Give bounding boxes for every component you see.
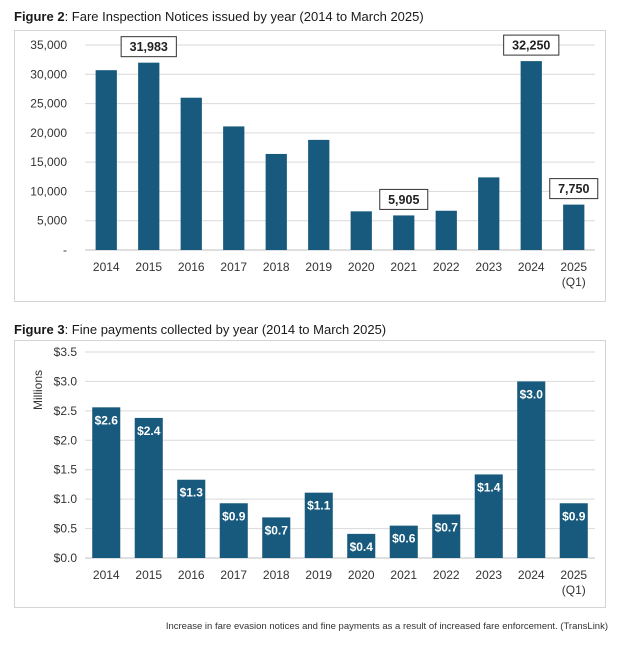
bar-2024 bbox=[520, 61, 542, 250]
callout-box bbox=[503, 34, 560, 56]
callout-box bbox=[379, 188, 429, 210]
bar-2021 bbox=[389, 525, 418, 558]
y-tick-label: 15,000 bbox=[30, 155, 67, 169]
bar-2020 bbox=[347, 533, 376, 558]
x-tick-label: 2021 bbox=[390, 260, 417, 274]
x-tick-label: 2019 bbox=[305, 568, 332, 582]
figure-2-title-text: : Fare Inspection Notices issued by year… bbox=[64, 9, 424, 24]
data-label: $0.6 bbox=[392, 532, 416, 546]
x-tick-label: 2023 bbox=[475, 568, 502, 582]
bar-2018 bbox=[262, 517, 291, 558]
bar-2025-q1- bbox=[563, 204, 585, 250]
data-label: $0.7 bbox=[435, 520, 459, 534]
figure-2-panel: - 5,000 10,000 15,000 20,000 25,000 30,000 35,0… bbox=[14, 30, 606, 302]
y-tick-label: $2.0 bbox=[54, 433, 78, 447]
x-tick-label: 2020 bbox=[348, 260, 375, 274]
bar-2016 bbox=[177, 479, 206, 558]
x-tick-label: 2018 bbox=[263, 260, 290, 274]
y-tick-label: 25,000 bbox=[30, 97, 67, 111]
caption: Increase in fare evasion notices and fin… bbox=[165, 621, 608, 632]
bar-2025-q1- bbox=[559, 503, 588, 558]
x-tick-label: 2024 bbox=[518, 568, 545, 582]
bar-2022 bbox=[432, 514, 461, 558]
x-tick-label: 2019 bbox=[305, 260, 332, 274]
y-axis-label: Millions bbox=[31, 370, 45, 410]
bar-2014 bbox=[92, 407, 121, 558]
bar-2023 bbox=[478, 177, 500, 250]
x-tick-label: 2025 bbox=[560, 260, 587, 274]
bar-2022 bbox=[435, 210, 457, 250]
data-label: $0.9 bbox=[562, 509, 586, 523]
data-label: $3.0 bbox=[520, 387, 544, 401]
x-tick-label: 2022 bbox=[433, 568, 460, 582]
x-tick-label: 2023 bbox=[475, 260, 502, 274]
y-tick-label: $2.5 bbox=[54, 404, 78, 418]
x-tick-label: 2021 bbox=[390, 568, 417, 582]
data-label: $0.7 bbox=[265, 523, 289, 537]
x-tick-label: 2022 bbox=[433, 260, 460, 274]
data-label: $2.6 bbox=[95, 413, 119, 427]
figure-3-title: Figure 3: Fine payments collected by yea… bbox=[14, 322, 386, 337]
y-tick-label: $1.0 bbox=[54, 492, 78, 506]
x-tick-label: 2016 bbox=[178, 568, 205, 582]
callout-label: 32,250 bbox=[512, 39, 550, 53]
y-tick-label: $3.0 bbox=[54, 374, 78, 388]
y-tick-label: $0.0 bbox=[54, 551, 78, 565]
x-tick-label: (Q1) bbox=[562, 275, 586, 289]
bar-2024 bbox=[517, 381, 546, 558]
bar-2023 bbox=[474, 474, 503, 558]
data-label: $0.9 bbox=[222, 509, 246, 523]
bar-2015 bbox=[134, 417, 163, 558]
data-label: $1.3 bbox=[180, 486, 204, 500]
figure-3-label: Figure 3 bbox=[14, 322, 65, 337]
data-label: $1.4 bbox=[477, 480, 501, 494]
fare-notices-chart: - 5,000 10,000 15,000 20,000 25,000 30,000 35,0… bbox=[30, 34, 599, 289]
bar-2019 bbox=[304, 492, 333, 558]
bar-2016 bbox=[180, 97, 202, 250]
figure-2-title: Figure 2: Fare Inspection Notices issued… bbox=[14, 9, 424, 24]
x-tick-label: 2015 bbox=[135, 568, 162, 582]
y-tick-label: 30,000 bbox=[30, 67, 67, 81]
callout-label: 7,750 bbox=[558, 182, 589, 196]
x-tick-label: 2015 bbox=[135, 260, 162, 274]
figure-3-panel: $0.0 $0.5 $1.0 $1.5 $2.0 $2.5 $3.0 $3.5 2014 $2.6… bbox=[14, 340, 606, 608]
x-tick-label: 2020 bbox=[348, 568, 375, 582]
x-tick-label: 2014 bbox=[93, 568, 120, 582]
x-tick-label: 2014 bbox=[93, 260, 120, 274]
y-tick-label: 35,000 bbox=[30, 38, 67, 52]
bar-2017 bbox=[223, 126, 245, 250]
bar-2021 bbox=[393, 215, 415, 250]
y-tick-label: 10,000 bbox=[30, 184, 67, 198]
data-label: $0.4 bbox=[350, 540, 374, 554]
y-tick-label: 20,000 bbox=[30, 126, 67, 140]
callout-box bbox=[120, 36, 177, 58]
callout-label: 5,905 bbox=[388, 193, 419, 207]
x-tick-label: 2017 bbox=[220, 260, 247, 274]
callout-box bbox=[549, 178, 599, 200]
callout-label: 31,983 bbox=[130, 40, 168, 54]
figure-2-label: Figure 2 bbox=[14, 9, 65, 24]
y-tick-label: - bbox=[63, 243, 67, 257]
bar-2014 bbox=[95, 70, 117, 250]
data-label: $2.4 bbox=[137, 424, 161, 438]
x-tick-label: 2016 bbox=[178, 260, 205, 274]
bar-2017 bbox=[219, 503, 248, 558]
y-tick-label: $0.5 bbox=[54, 522, 78, 536]
x-tick-label: 2025 bbox=[560, 568, 587, 582]
x-tick-label: 2017 bbox=[220, 568, 247, 582]
data-label: $1.1 bbox=[307, 499, 331, 513]
bar-2019 bbox=[308, 139, 330, 250]
bar-2018 bbox=[265, 153, 287, 250]
x-tick-label: (Q1) bbox=[562, 583, 586, 597]
bar-2015 bbox=[138, 62, 160, 251]
x-tick-label: 2018 bbox=[263, 568, 290, 582]
y-tick-label: $3.5 bbox=[54, 345, 78, 359]
y-tick-label: 5,000 bbox=[37, 214, 67, 228]
figure-3-title-text: : Fine payments collected by year (2014 … bbox=[64, 322, 387, 337]
fine-payments-chart: $0.0 $0.5 $1.0 $1.5 $2.0 $2.5 $3.0 $3.5 2014 $2.6… bbox=[31, 345, 595, 597]
x-tick-label: 2024 bbox=[518, 260, 545, 274]
bar-2020 bbox=[350, 211, 372, 250]
y-tick-label: $1.5 bbox=[54, 463, 78, 477]
